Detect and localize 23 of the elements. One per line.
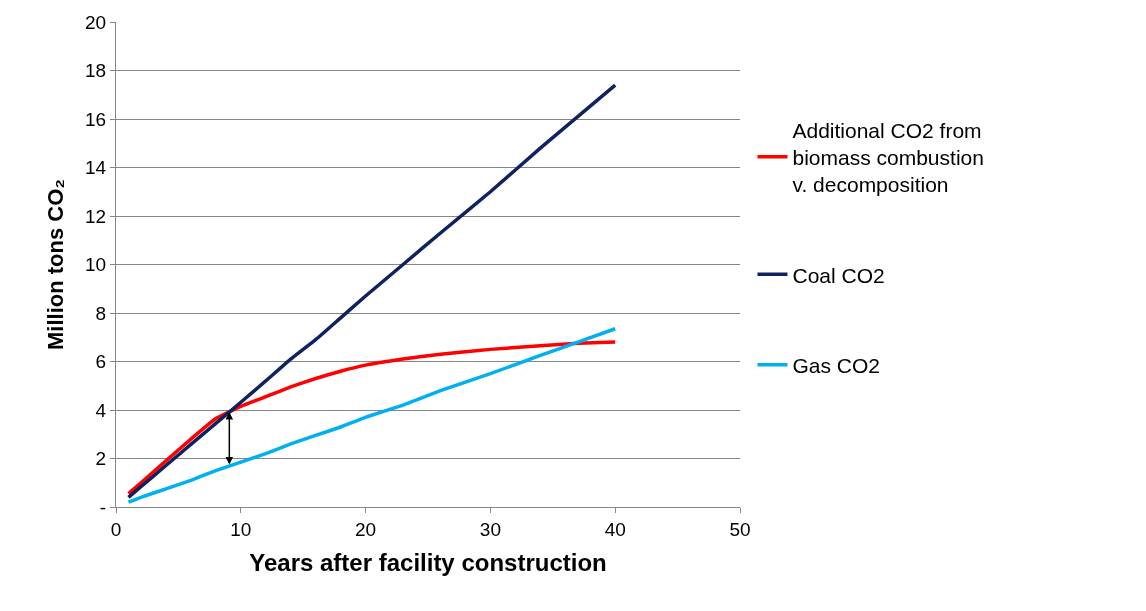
legend-label: Gas CO2	[792, 353, 881, 377]
y-tick-label: -	[99, 496, 107, 518]
y-axis-title: Million tons CO₂	[42, 178, 68, 351]
x-tick-label: 0	[110, 518, 122, 540]
x-axis-title: Years after facility construction	[249, 549, 607, 577]
legend-label: Coal CO2	[792, 263, 885, 287]
x-tick-label: 10	[230, 518, 252, 540]
y-tick-label: 18	[85, 60, 107, 82]
y-tick-label: 6	[95, 351, 107, 373]
legend-label: Additional CO2 from biomass combustion v. decomposition	[792, 118, 984, 197]
x-tick-label: 40	[604, 518, 626, 540]
y-tick-label: 10	[85, 254, 107, 276]
y-tick-label: 2	[95, 448, 107, 470]
y-tick-label: 20	[85, 11, 107, 33]
x-tick-label: 20	[355, 518, 377, 540]
y-tick-label: 12	[85, 205, 107, 227]
x-tick-label: 30	[479, 518, 501, 540]
y-tick-label: 4	[95, 399, 107, 421]
y-tick-label: 8	[95, 302, 107, 324]
y-tick-label: 16	[85, 108, 107, 130]
y-tick-label: 14	[85, 157, 107, 179]
x-tick-label: 50	[729, 518, 751, 540]
line-series	[126, 83, 617, 500]
